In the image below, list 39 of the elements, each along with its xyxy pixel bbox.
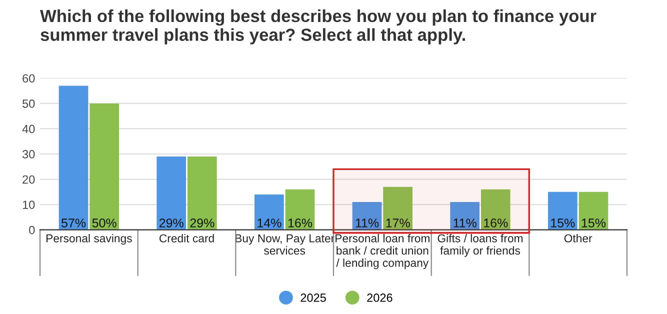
bar [450,202,480,230]
bar [480,189,510,230]
bar [187,156,217,230]
x-tick-label: Personal loan from bank / credit union / lending company [336,234,430,270]
y-tick-label: 20 [22,175,35,184]
data-label: 16% [484,218,508,228]
data-label: 17% [386,218,410,228]
data-label: 16% [288,218,312,228]
bar [548,192,578,230]
data-label: 11% [454,218,476,228]
bar [156,156,186,230]
bar [90,103,120,230]
legend-label: 2026 [367,294,392,302]
data-label: 29% [159,218,184,228]
y-tick-label: 10 [22,200,35,209]
bar [285,189,315,230]
bar [352,202,382,230]
x-tick-label: Other [564,234,592,242]
data-label: 14% [258,218,282,228]
data-label: 29% [190,218,214,228]
data-label: 50% [92,218,116,228]
y-tick-label: 40 [22,124,35,134]
y-tick-label: 30 [22,150,35,158]
legend-label: 2025 [300,294,326,302]
y-tick-label: 50 [22,99,35,108]
x-tick-label: Credit card [159,234,214,242]
bar [578,192,608,230]
bar [254,194,284,230]
data-label: 15% [582,218,606,228]
y-tick-label: 0 [29,226,35,234]
y-tick-label: 60 [22,74,35,83]
chart-title: Which of the following best describes how you plan to finance your summer travel plans this year? Select all that apply. [40,9,596,44]
x-tick-label: Gifts / loans from family or friends [438,234,523,257]
data-label: 57% [62,218,86,228]
data-label: 11% [356,218,379,228]
bar [58,86,88,230]
bar [383,186,412,230]
x-tick-label: Personal savings [46,234,132,245]
data-label: 15% [551,218,575,228]
